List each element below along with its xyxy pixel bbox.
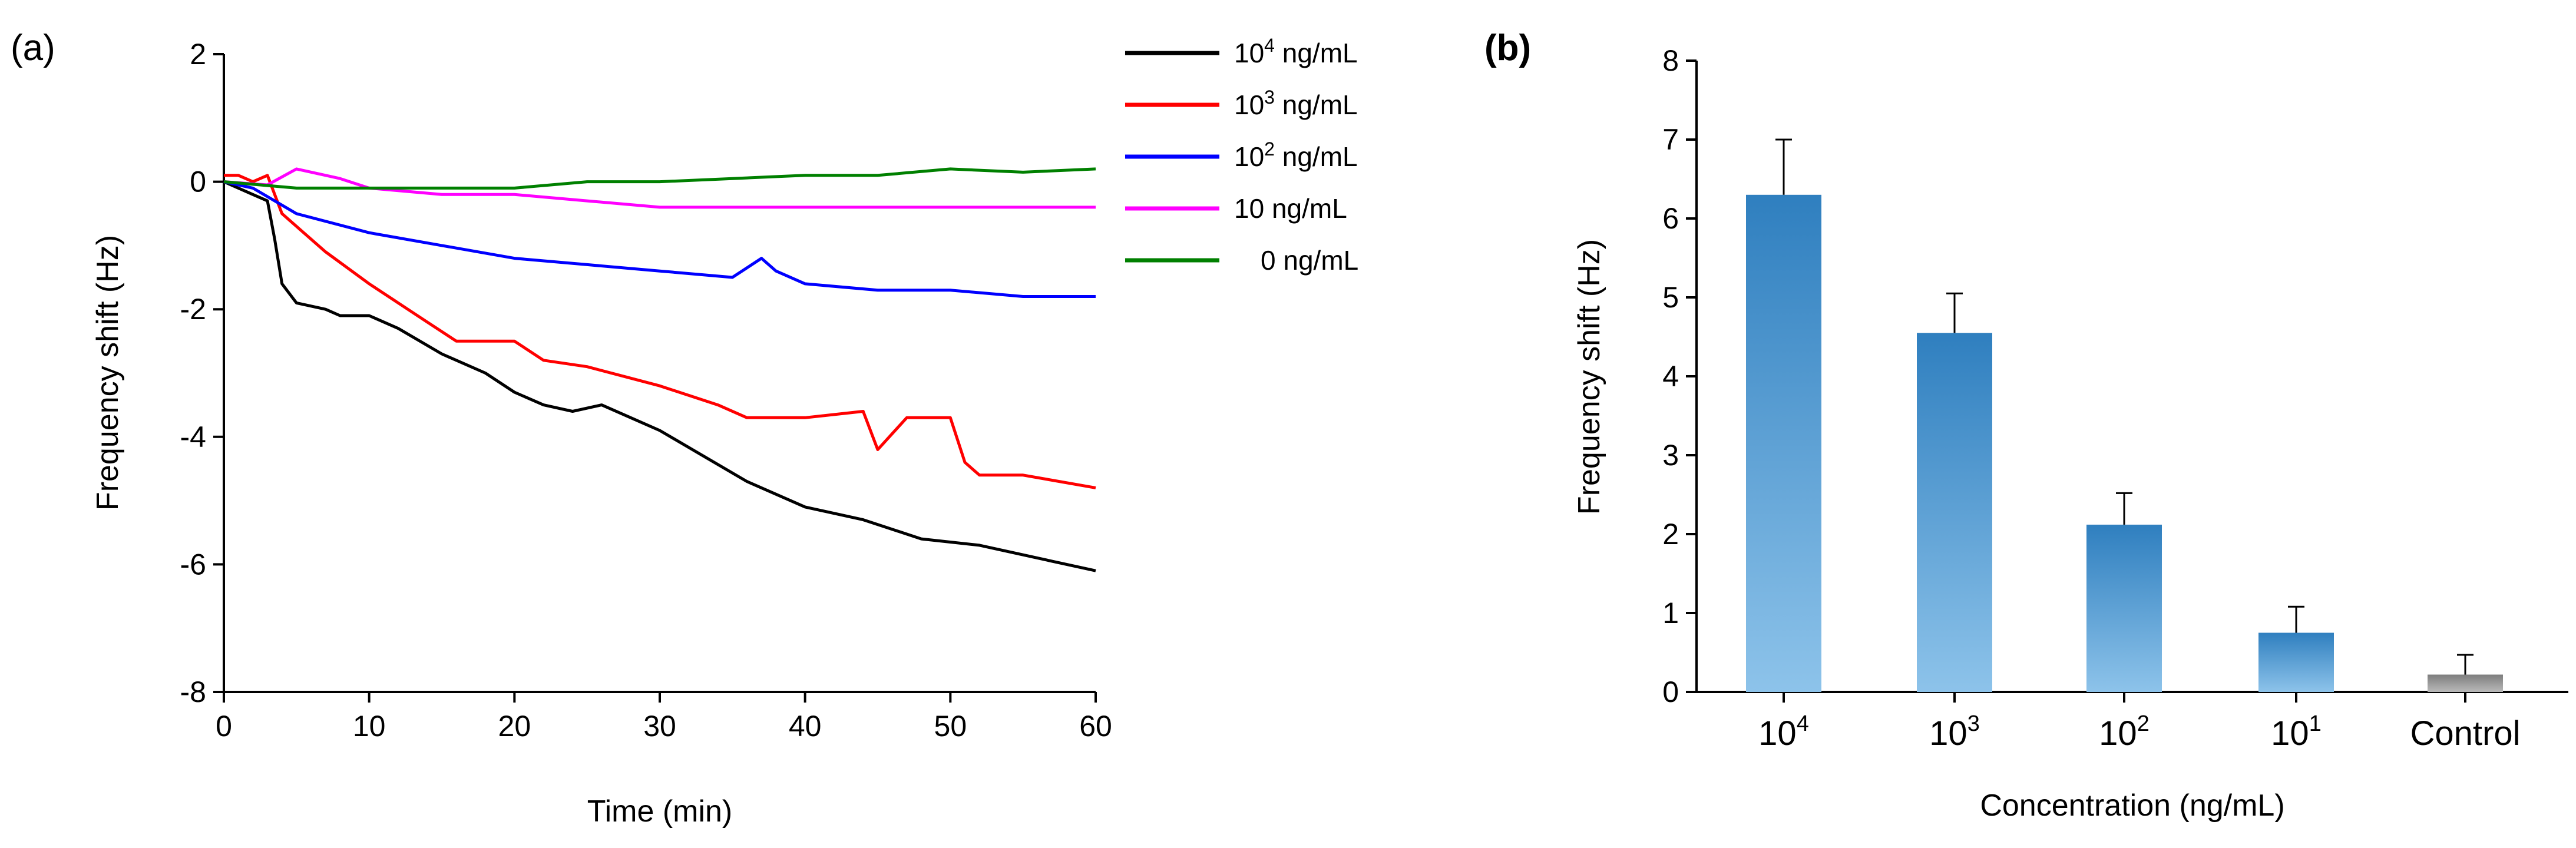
y-axis-label: Frequency shift (Hz) (91, 235, 125, 511)
x-axis-label: Concentration (ng/mL) (1980, 789, 2284, 823)
x-tick-label: Control (2410, 714, 2521, 753)
series-line-2 (223, 180, 1096, 298)
x-tick-label: 30 (643, 710, 676, 743)
x-tick-label: 101 (2271, 711, 2322, 753)
series-line-3 (223, 167, 1096, 209)
y-tick-label: 1 (1662, 597, 1679, 630)
y-tick-label: -2 (180, 293, 206, 326)
y-tick-label: 3 (1662, 439, 1679, 472)
y-tick-label: 6 (1662, 202, 1679, 235)
y-tick-label: 8 (1662, 44, 1679, 77)
y-tick-label: 2 (1662, 518, 1679, 551)
bar-chart-panel: (b) 0 1 2 3 4 5 6 7 8 104 103 102 101 Control Freque… (1484, 28, 2568, 823)
legend-label: 104 ng/mL (1234, 35, 1358, 68)
y-tick-label: 4 (1662, 360, 1679, 393)
y-tick-label: -6 (180, 548, 206, 581)
y-tick-label: 2 (190, 38, 206, 71)
panel-b-label: (b) (1484, 28, 1531, 68)
bar-3 (2258, 632, 2334, 692)
y-tick-label: 5 (1662, 281, 1679, 314)
series-line-4 (223, 167, 1096, 190)
x-tick-label: 104 (1758, 711, 1809, 753)
bars (1746, 138, 2503, 692)
x-tick-label: 40 (789, 710, 822, 743)
bar-2 (2086, 524, 2162, 692)
legend-label: 102 ng/mL (1234, 138, 1358, 172)
y-tick-label: -8 (180, 675, 206, 708)
line-chart-panel: (a) 20-2-4-6-8 0 10 20 30 40 50 60 Frequency s… (11, 28, 1358, 829)
x-axis-label: Time (min) (587, 794, 733, 829)
y-tick-label: 7 (1662, 123, 1679, 156)
x-tick-label: 10 (353, 710, 386, 743)
x-tick-label: 60 (1079, 710, 1112, 743)
x-axis-ticks: 104 103 102 101 Control (1758, 692, 2520, 753)
legend-label: 10 ng/mL (1234, 193, 1347, 224)
series-line-1 (224, 174, 1096, 489)
series-line-0 (223, 180, 1096, 572)
bar-1 (1917, 333, 1992, 692)
bar-4 (2428, 674, 2503, 692)
x-tick-label: 0 (216, 710, 232, 743)
y-tick-label: 0 (190, 165, 206, 198)
legend-entry: 102 ng/mL (1125, 138, 1358, 172)
legend: 104 ng/mL 103 ng/mL 102 ng/mL 10 ng/mL 0… (1125, 35, 1358, 276)
legend-label: 103 ng/mL (1234, 87, 1358, 120)
x-axis-ticks: 0 10 20 30 40 50 60 (216, 692, 1112, 743)
x-tick-label: 102 (2099, 711, 2150, 753)
series-lines (223, 167, 1096, 572)
panel-a-label: (a) (11, 28, 55, 68)
legend-entry: 10 ng/mL (1125, 193, 1347, 224)
x-tick-label: 103 (1929, 711, 1980, 753)
legend-label: 0 ng/mL (1261, 245, 1358, 276)
y-tick-label: 0 (1662, 675, 1679, 708)
y-axis-label: Frequency shift (Hz) (1572, 239, 1606, 515)
bar-0 (1746, 194, 1821, 692)
x-tick-label: 20 (498, 710, 531, 743)
legend-entry: 103 ng/mL (1125, 87, 1358, 120)
y-axis-ticks: 2 0 -2 -4 -6 -8 (180, 38, 224, 708)
x-tick-label: 50 (934, 710, 967, 743)
legend-entry: 104 ng/mL (1125, 35, 1358, 68)
y-tick-label: -4 (180, 420, 206, 453)
legend-entry: 0 ng/mL (1125, 245, 1358, 276)
y-axis-ticks: 0 1 2 3 4 5 6 7 8 (1662, 44, 1697, 708)
